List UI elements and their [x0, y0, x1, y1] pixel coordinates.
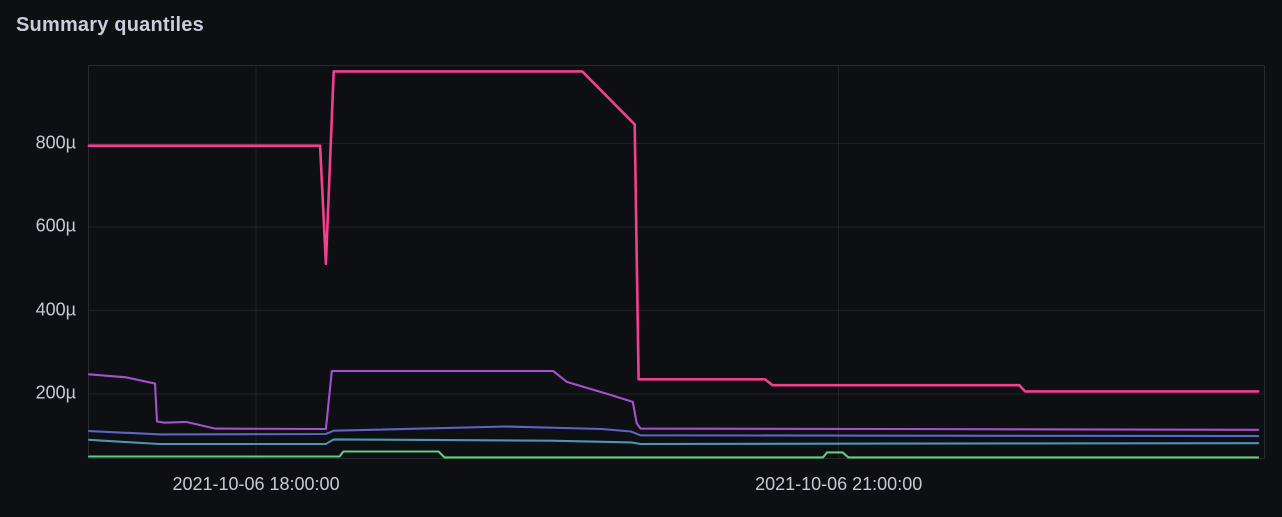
series-line-purple [87, 369, 1260, 431]
panel-title[interactable]: Summary quantiles [16, 14, 204, 36]
series-line-magenta [87, 70, 1260, 393]
y-tick-label: 600µ [35, 215, 76, 236]
series-line-blue [87, 425, 1260, 438]
y-axis: 200µ 400µ 600µ 800µ [0, 65, 76, 457]
x-tick-label: 2021-10-06 21:00:00 [755, 474, 923, 494]
y-tick-label: 400µ [35, 299, 76, 319]
series-line-teal [87, 438, 1260, 446]
series-line-green [87, 450, 1260, 459]
plot-area[interactable]: 2021-10-06 18:00:00 2021-10-06 21:00:00 [87, 65, 1265, 494]
y-tick-label: 200µ [35, 382, 76, 403]
y-tick-label: 800µ [35, 132, 76, 153]
x-tick-label: 2021-10-06 18:00:00 [172, 474, 340, 494]
chart-svg [87, 66, 1264, 459]
